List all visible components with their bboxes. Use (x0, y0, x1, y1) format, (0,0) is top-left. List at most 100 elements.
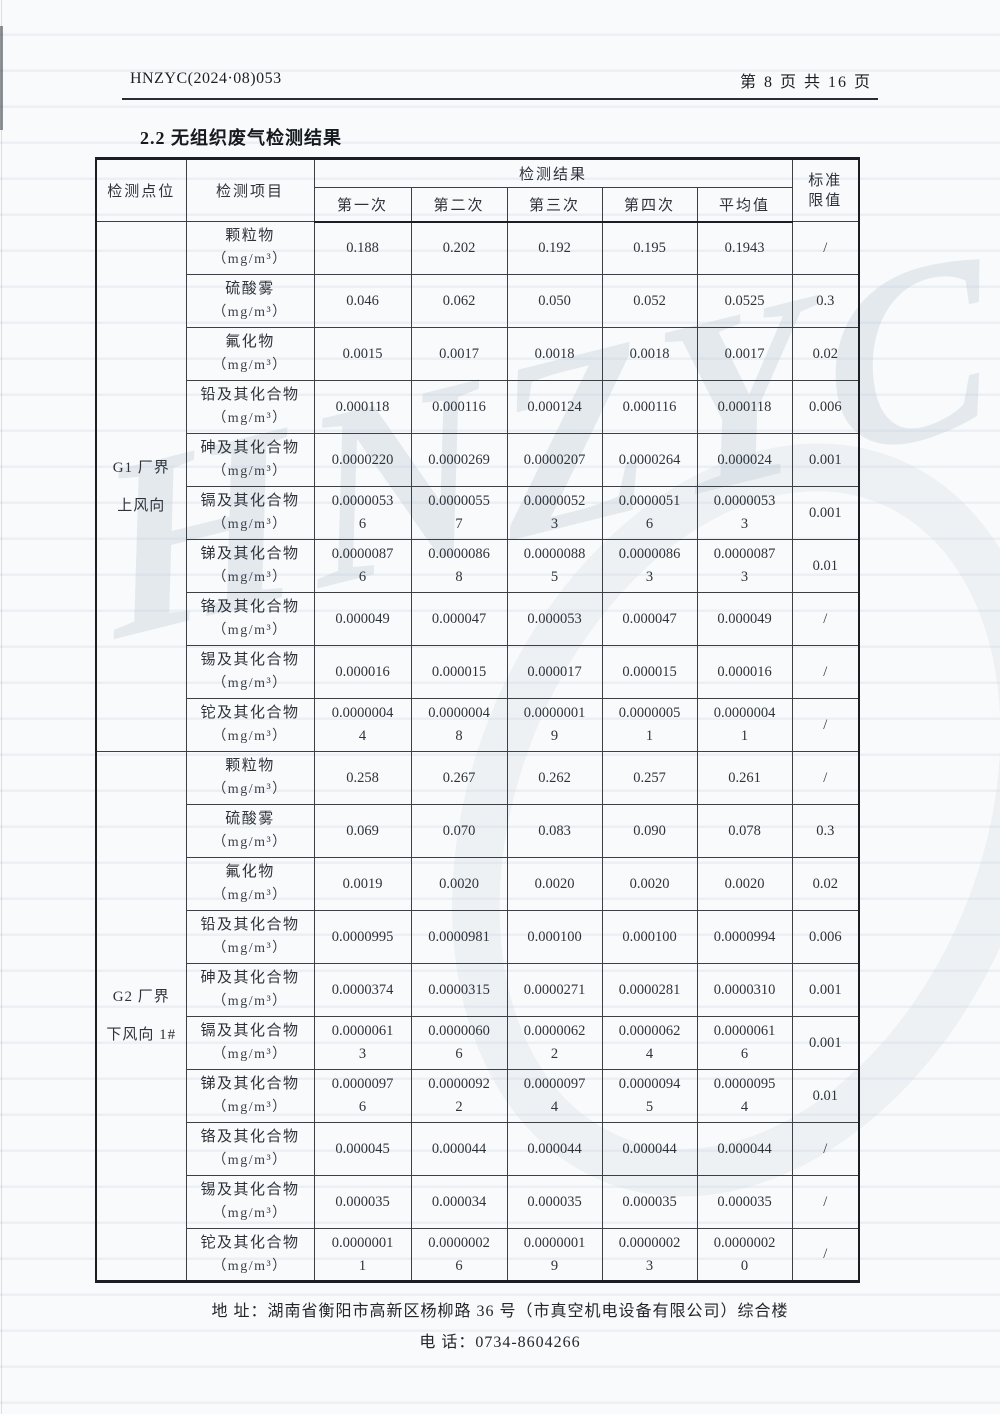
value-cell: 0.000044 (696, 1122, 793, 1176)
value-cell: 0.069 (313, 804, 412, 858)
value-text: 0.00000868 (428, 546, 490, 585)
point-label-line: 上风向 (117, 497, 166, 514)
value-cell: 0.258 (313, 751, 412, 805)
value-text: 0.262 (538, 769, 571, 786)
header-row-1: 检测点位 检测项目 检测结果 标准 限值 (95, 158, 860, 222)
value-text: 0.258 (346, 769, 379, 786)
limit-header-line1: 标准 (808, 172, 843, 189)
item-name: 砷及其化合物 (200, 440, 300, 456)
item-cell: 锑及其化合物 （mg/m³） (185, 539, 315, 593)
value-cell: 0.00000048 (410, 698, 508, 752)
table-body: G1 厂界 上风向 颗粒物 （mg/m³） 0.188 0.202 0.192 0… (95, 221, 860, 1282)
item-cell: 砷及其化合物 （mg/m³） (185, 433, 315, 487)
value-text: 0.000016 (335, 663, 390, 680)
item-name: 铬及其化合物 (200, 599, 300, 615)
item-cell: 氟化物 （mg/m³） (185, 327, 315, 381)
table-row: 硫酸雾 （mg/m³） 0.069 0.070 0.083 0.090 0.07… (96, 804, 860, 858)
value-text: 0.00000533 (713, 493, 776, 532)
value-text: 0.00000557 (428, 493, 490, 532)
value-cell: 0.0019 (313, 857, 412, 911)
item-cell: 铬及其化合物 （mg/m³） (185, 1122, 315, 1176)
header-row-2: 第一次 第二次 第三次 第四次 平均值 (96, 187, 859, 223)
limit-cell: / (791, 645, 860, 699)
footer-address: 地 址：湖南省衡阳市高新区杨柳路 36 号（市真空机电设备有限公司）综合楼 (211, 1303, 789, 1320)
item-name: 锑及其化合物 (200, 546, 300, 562)
value-cell: 0.000049 (313, 592, 412, 646)
run-header-cell: 平均值 (696, 187, 793, 223)
value-text: 0.0020 (534, 875, 575, 892)
value-text: 0.00000606 (428, 1023, 490, 1062)
value-cell: 0.0015 (313, 327, 412, 381)
value-text: 0.267 (442, 769, 476, 786)
item-unit: （mg/m³） (212, 358, 288, 373)
item-unit: （mg/m³） (212, 729, 288, 744)
value-text: 0.062 (442, 292, 476, 309)
value-cell: 0.00000051 (601, 698, 698, 752)
value-cell: 0.000044 (506, 1122, 603, 1176)
footer: 地 址：湖南省衡阳市高新区杨柳路 36 号（市真空机电设备有限公司）综合楼 电 … (0, 1296, 1000, 1358)
value-text: 0.000100 (527, 928, 582, 945)
value-cell: 0.00000523 (506, 486, 603, 540)
limit-header-line2: 限值 (808, 192, 843, 209)
value-text: 0.0000315 (428, 981, 490, 998)
value-cell: 0.0000315 (410, 963, 508, 1017)
limit-cell: 0.02 (791, 327, 860, 381)
value-text: 0.000053 (527, 610, 582, 627)
value-cell: 0.00000863 (601, 539, 698, 593)
value-text: 0.00000020 (713, 1234, 776, 1274)
value-text: 0.261 (728, 769, 761, 786)
value-cell: 0.000015 (601, 645, 698, 699)
section-title: 2.2 无组织废气检测结果 (140, 128, 342, 148)
header-rule (122, 98, 878, 100)
value-text: 0.070 (442, 822, 476, 839)
value-text: 0.000047 (622, 610, 677, 627)
scan-edge-line (1, 0, 2, 1414)
table-row: 铬及其化合物 （mg/m³） 0.000045 0.000044 0.00004… (96, 1122, 860, 1176)
item-unit: （mg/m³） (212, 517, 288, 532)
value-text: 0.0000281 (618, 981, 681, 998)
value-cell: 0.00000533 (696, 486, 793, 540)
item-name: 铊及其化合物 (200, 705, 300, 721)
value-cell: 0.202 (410, 221, 508, 275)
table-row: G1 厂界 上风向 颗粒物 （mg/m³） 0.188 0.202 0.192 0… (95, 221, 860, 752)
item-cell: 锡及其化合物 （mg/m³） (185, 645, 315, 699)
limit-cell: 0.001 (791, 963, 860, 1017)
item-name: 铊及其化合物 (200, 1234, 300, 1251)
value-cell: 0.0000981 (410, 910, 508, 964)
value-cell: 0.00000613 (313, 1016, 412, 1070)
item-name: 氟化物 (225, 334, 275, 350)
value-text: 0.00000922 (428, 1076, 490, 1115)
item-name: 颗粒物 (225, 758, 275, 774)
value-text: 0.000049 (717, 610, 772, 627)
item-name: 颗粒物 (225, 228, 275, 244)
value-text: 0.00000616 (713, 1023, 776, 1062)
value-text: 0.0017 (724, 345, 765, 362)
item-unit: （mg/m³） (212, 464, 288, 479)
value-cell: 0.090 (601, 804, 698, 858)
value-text: 0.202 (442, 239, 476, 256)
value-text: 0.00000954 (713, 1076, 776, 1115)
monitoring-point-cell: G2 厂界 下风向 1# (95, 751, 187, 1282)
value-text: 0.000017 (527, 663, 582, 680)
value-text: 0.0000220 (331, 451, 394, 468)
value-cell: 0.00000026 (410, 1228, 508, 1282)
table-header: 检测点位 检测项目 检测结果 标准 限值 第一次 第二次 第三次 第四次 平均值 (95, 158, 860, 223)
table-row: 氟化物 （mg/m³） 0.0015 0.0017 0.0018 0.0018 … (96, 327, 860, 381)
value-cell: 0.0000264 (601, 433, 698, 487)
item-cell: 锑及其化合物 （mg/m³） (185, 1069, 315, 1123)
value-text: 0.192 (538, 239, 571, 256)
value-text: 0.000045 (335, 1140, 390, 1157)
value-cell: 0.000047 (601, 592, 698, 646)
value-cell: 0.000015 (410, 645, 508, 699)
value-cell: 0.00000557 (410, 486, 508, 540)
item-cell: 铅及其化合物 （mg/m³） (185, 910, 315, 964)
value-text: 0.0000207 (523, 451, 586, 468)
value-text: 0.00000051 (618, 705, 681, 744)
value-cell: 0.062 (410, 274, 508, 328)
value-cell: 0.00000945 (601, 1069, 698, 1123)
value-cell: 0.083 (506, 804, 603, 858)
value-text: 0.00000048 (428, 705, 490, 744)
value-text: 0.000049 (335, 610, 390, 627)
value-text: 0.188 (346, 239, 379, 256)
value-text: 0.000044 (431, 1140, 487, 1157)
